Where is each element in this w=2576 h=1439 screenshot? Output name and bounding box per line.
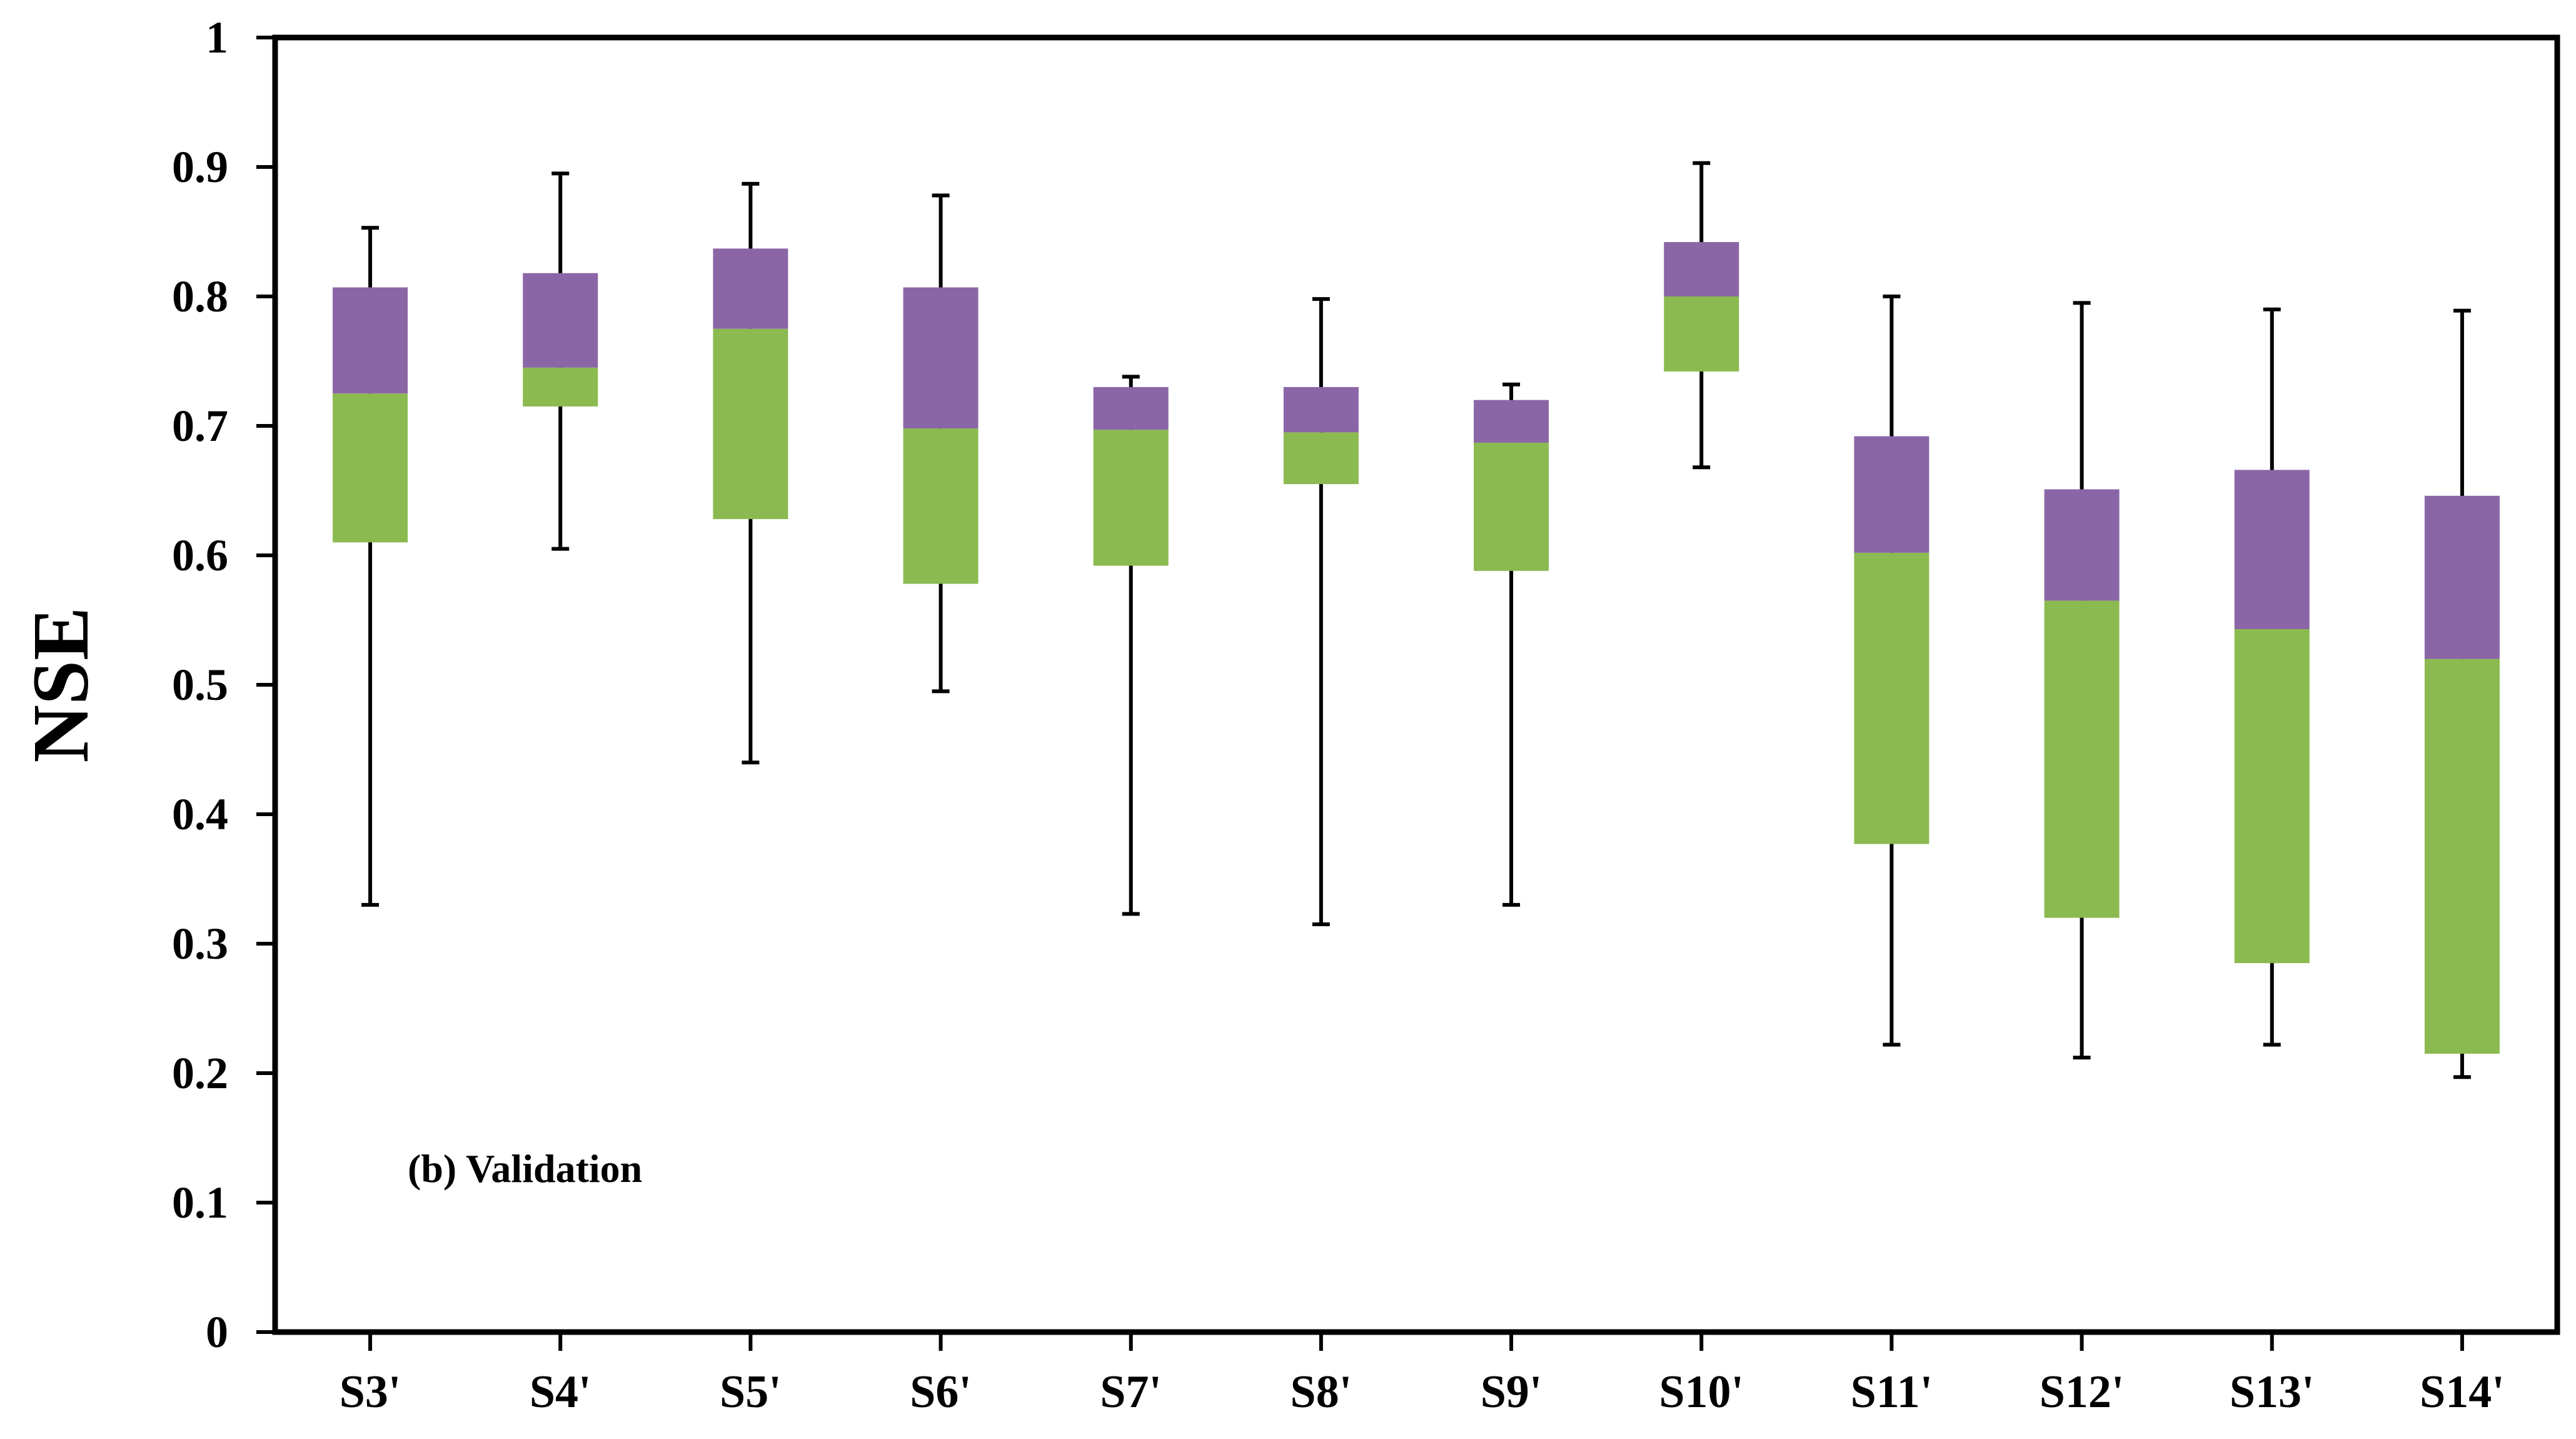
lower-box [1283, 432, 1359, 485]
upper-box [1854, 436, 1929, 553]
box-3 [713, 181, 788, 765]
upper-box [713, 248, 788, 329]
x-tick-label: S11' [1851, 1366, 1933, 1418]
box-8 [1664, 161, 1739, 470]
lower-box [903, 428, 979, 584]
x-tick-label: S13' [2230, 1366, 2315, 1418]
box-5 [1093, 375, 1169, 916]
lower-box [1664, 296, 1739, 372]
box-10 [2044, 301, 2120, 1060]
lower-box [2044, 600, 2120, 918]
upper-box [2424, 495, 2500, 659]
y-tick-label: 0.7 [172, 401, 228, 451]
lower-box [523, 367, 598, 406]
lower-box [713, 328, 788, 520]
y-tick-label: 0.8 [172, 271, 228, 321]
upper-box [903, 287, 979, 429]
x-tick-label: S12' [2040, 1366, 2125, 1418]
x-tick-label: S8' [1291, 1366, 1352, 1418]
box-6 [1283, 297, 1359, 926]
upper-box [1283, 386, 1359, 433]
upper-box [2234, 470, 2310, 629]
box-2 [523, 171, 598, 551]
x-tick-label: S7' [1100, 1366, 1162, 1418]
x-tick-label: S4' [530, 1366, 591, 1418]
lower-box [1474, 442, 1549, 571]
y-axis-label: NSE [16, 607, 105, 763]
y-tick-label: 0.5 [172, 660, 228, 710]
lower-box [1093, 430, 1169, 566]
box-4 [903, 193, 979, 694]
lower-box [2424, 659, 2500, 1054]
box-12 [2424, 308, 2500, 1079]
y-tick-label: 0.3 [172, 919, 228, 969]
x-tick-label: S3' [340, 1366, 401, 1418]
y-tick-label: 0.2 [172, 1048, 228, 1098]
x-axis-ticks: S3' S4' S5' S6' S7' S8' S9' S10' S11' S12' S13' S14… [340, 1332, 2505, 1418]
y-tick-label: 0.1 [172, 1178, 228, 1228]
box-1 [333, 226, 408, 907]
upper-box [523, 273, 598, 368]
box-group [333, 161, 2500, 1079]
upper-box [1664, 242, 1739, 296]
y-tick-label: 0.9 [172, 142, 228, 192]
box-11 [2234, 307, 2310, 1047]
y-tick-label: 0.4 [172, 789, 228, 839]
x-tick-label: S14' [2420, 1366, 2505, 1418]
lower-box [2234, 629, 2310, 964]
panel-annotation: (b) Validation [408, 1146, 642, 1191]
x-tick-label: S5' [720, 1366, 782, 1418]
y-tick-label: 1 [206, 13, 228, 63]
upper-box [2044, 489, 2120, 601]
plot-frame [272, 34, 2560, 1335]
lower-box [333, 393, 408, 543]
upper-box [1474, 400, 1549, 443]
x-tick-label: S6' [910, 1366, 972, 1418]
lower-box [1854, 552, 1929, 844]
y-axis-ticks: 0 0.1 0.2 0.3 0.4 0.5 0.6 0.7 0.8 0.9 1 [172, 13, 275, 1357]
upper-box [333, 287, 408, 394]
y-tick-label: 0.6 [172, 530, 228, 580]
x-tick-label: S10' [1659, 1366, 1744, 1418]
box-7 [1474, 382, 1549, 907]
upper-box [1093, 386, 1169, 430]
y-tick-label: 0 [206, 1307, 228, 1357]
box-9 [1854, 295, 1929, 1047]
x-tick-label: S9' [1481, 1366, 1542, 1418]
